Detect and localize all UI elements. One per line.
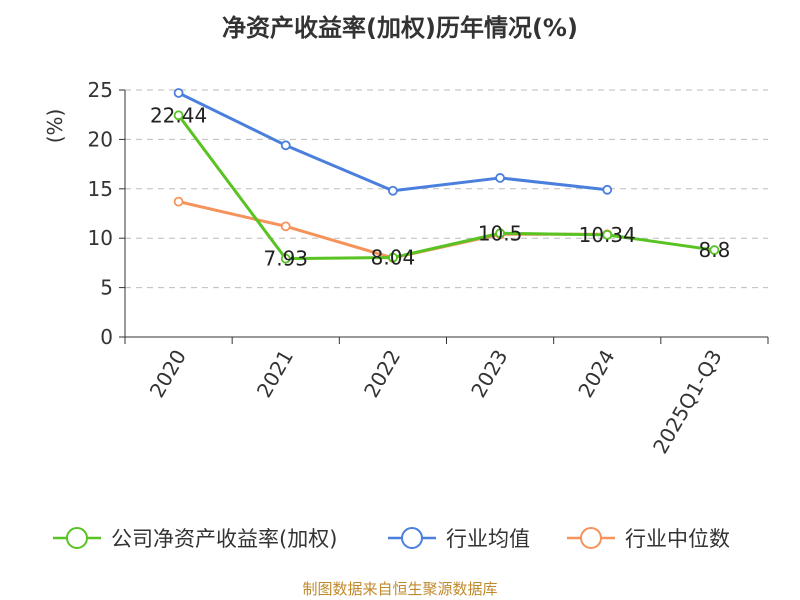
data-label: 7.93 (263, 247, 308, 271)
company-legend-marker (66, 527, 88, 549)
chart-title: 净资产收益率(加权)历年情况(%) (222, 14, 578, 42)
industry_avg-point (388, 185, 398, 196)
grid-lines (125, 89, 768, 289)
industry_median-legend-label: 行业中位数 (625, 527, 730, 551)
x-tick-label: 2024 (573, 346, 619, 402)
industry_avg-legend-marker (401, 527, 423, 549)
industry_median-point (173, 196, 184, 207)
data-label: 10.5 (478, 221, 523, 245)
data-label: 22.44 (150, 103, 207, 127)
industry_avg-point (173, 88, 184, 98)
x-tick-label: 2023 (466, 346, 512, 402)
industry_median-legend-marker (580, 527, 602, 549)
axes (124, 90, 768, 338)
y-tick-label: 10 (88, 226, 113, 250)
x-tick-label: 2022 (359, 346, 405, 402)
company-legend-label: 公司净资产收益率(加权) (111, 527, 337, 551)
x-tick-label: 2025Q1-Q3 (648, 346, 727, 458)
y-tick-label: 5 (100, 276, 113, 300)
x-tick-label: 2021 (252, 346, 298, 402)
data-series (173, 88, 720, 264)
company-point (495, 228, 505, 239)
y-tick-label: 15 (88, 177, 113, 201)
company-point (173, 110, 184, 121)
source-note: 制图数据来自恒生聚源数据库 (302, 580, 498, 598)
data-label: 8.04 (371, 246, 416, 270)
industry_avg-point (280, 140, 291, 151)
y-tick-label: 0 (100, 325, 113, 349)
y-tick-label: 25 (88, 78, 113, 102)
company-point (280, 253, 291, 264)
x-axis-ticks: 2020 2021 2022 2023 2024 2025Q1-Q3 (124, 337, 769, 458)
company-point (388, 252, 398, 263)
data-labels: 22.44 7.93 8.04 10.5 10.34 8.8 (150, 103, 730, 270)
data-label: 8.8 (699, 238, 731, 262)
company-point (602, 229, 613, 240)
company-line (177, 114, 715, 261)
industry_median-point (280, 221, 291, 232)
company-point (709, 245, 720, 255)
industry_avg-point (495, 173, 505, 183)
industry_avg-legend-label: 行业均值 (446, 527, 530, 551)
industry_avg-line (177, 91, 608, 193)
y-axis-ticks: 0 5 10 15 20 25 (88, 78, 125, 349)
legend: 公司净资产收益率(加权) 行业均值 行业中位数 (53, 527, 730, 551)
y-tick-label: 20 (88, 127, 113, 151)
data-label: 10.34 (579, 223, 636, 247)
industry_avg-point (602, 184, 613, 195)
y-axis-label: (%) (43, 109, 67, 144)
x-tick-label: 2020 (145, 346, 191, 402)
